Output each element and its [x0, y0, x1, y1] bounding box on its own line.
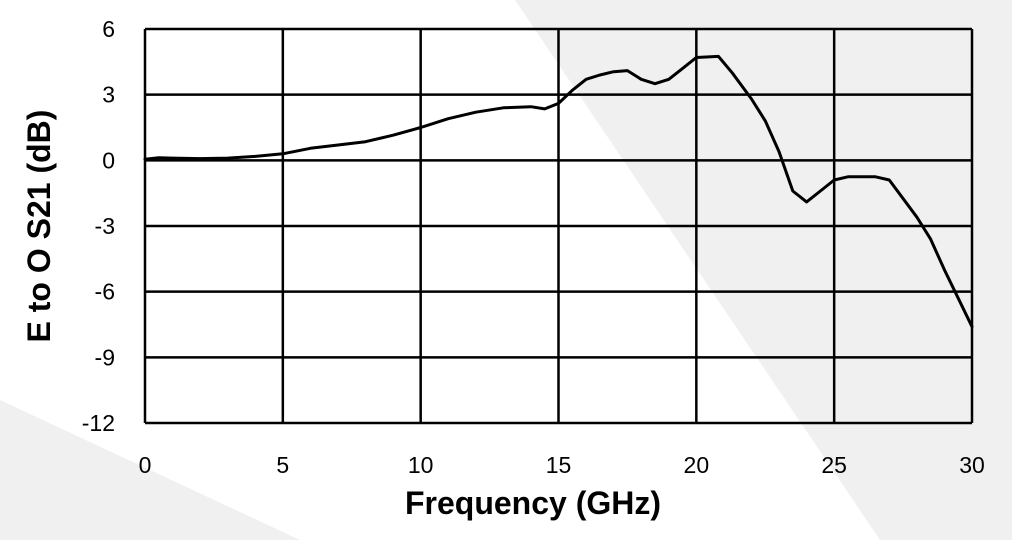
series-line — [143, 54, 974, 329]
x-tick-label: 5 — [276, 452, 289, 478]
x-tick-label: 10 — [408, 452, 434, 478]
grid-lines — [143, 27, 974, 425]
y-tick-label: 6 — [102, 16, 115, 42]
y-tick-label: 0 — [102, 147, 115, 173]
background-shape-right — [515, 0, 1012, 540]
y-tick-label: -9 — [95, 344, 115, 370]
y-tick-label: -12 — [82, 410, 115, 436]
series-layer — [143, 54, 974, 329]
y-tick-label: -3 — [95, 213, 115, 239]
y-tick-label: 3 — [102, 82, 115, 108]
x-tick-label: 15 — [546, 452, 572, 478]
background-shape-bottom-left — [0, 400, 300, 540]
x-axis-title: Frequency (GHz) — [405, 485, 661, 521]
tick-labels: 630-3-6-9-120 5 10 15 20 25 30 — [82, 16, 985, 478]
x-tick-label: 0 — [139, 452, 152, 478]
x-tick-label: 20 — [684, 452, 710, 478]
x-tick-label: 30 — [959, 452, 985, 478]
x-tick-label: 25 — [821, 452, 847, 478]
y-tick-label: -6 — [95, 279, 115, 305]
y-axis-title: E to O S21 (dB) — [21, 110, 57, 343]
